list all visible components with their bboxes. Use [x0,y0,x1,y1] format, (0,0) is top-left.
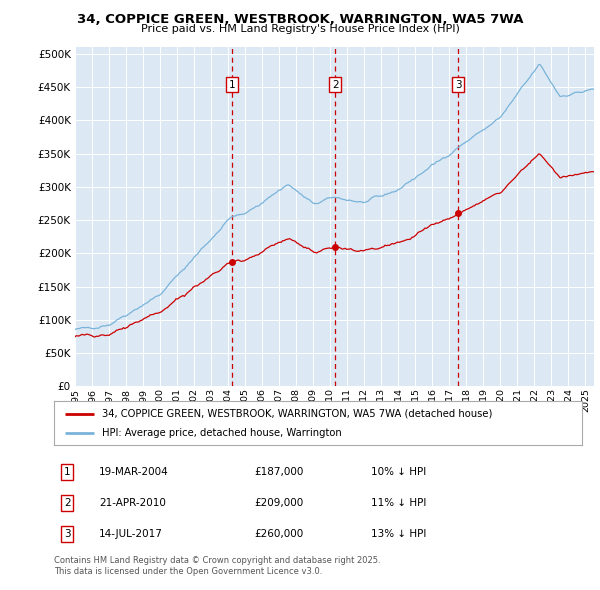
Text: 1: 1 [64,467,71,477]
Text: 21-APR-2010: 21-APR-2010 [99,498,166,508]
Text: £260,000: £260,000 [254,529,304,539]
Text: 3: 3 [455,80,461,90]
Text: Contains HM Land Registry data © Crown copyright and database right 2025.
This d: Contains HM Land Registry data © Crown c… [54,556,380,576]
Text: 2: 2 [332,80,338,90]
Text: 19-MAR-2004: 19-MAR-2004 [99,467,169,477]
Text: Price paid vs. HM Land Registry's House Price Index (HPI): Price paid vs. HM Land Registry's House … [140,24,460,34]
Text: 11% ↓ HPI: 11% ↓ HPI [371,498,426,508]
Text: 34, COPPICE GREEN, WESTBROOK, WARRINGTON, WA5 7WA: 34, COPPICE GREEN, WESTBROOK, WARRINGTON… [77,13,523,26]
Text: 34, COPPICE GREEN, WESTBROOK, WARRINGTON, WA5 7WA (detached house): 34, COPPICE GREEN, WESTBROOK, WARRINGTON… [101,409,492,418]
Text: £209,000: £209,000 [254,498,304,508]
Text: 14-JUL-2017: 14-JUL-2017 [99,529,163,539]
Text: £187,000: £187,000 [254,467,304,477]
Text: 10% ↓ HPI: 10% ↓ HPI [371,467,426,477]
Text: 2: 2 [64,498,71,508]
Text: 1: 1 [229,80,235,90]
Text: 13% ↓ HPI: 13% ↓ HPI [371,529,426,539]
Text: 3: 3 [64,529,71,539]
Text: HPI: Average price, detached house, Warrington: HPI: Average price, detached house, Warr… [101,428,341,438]
